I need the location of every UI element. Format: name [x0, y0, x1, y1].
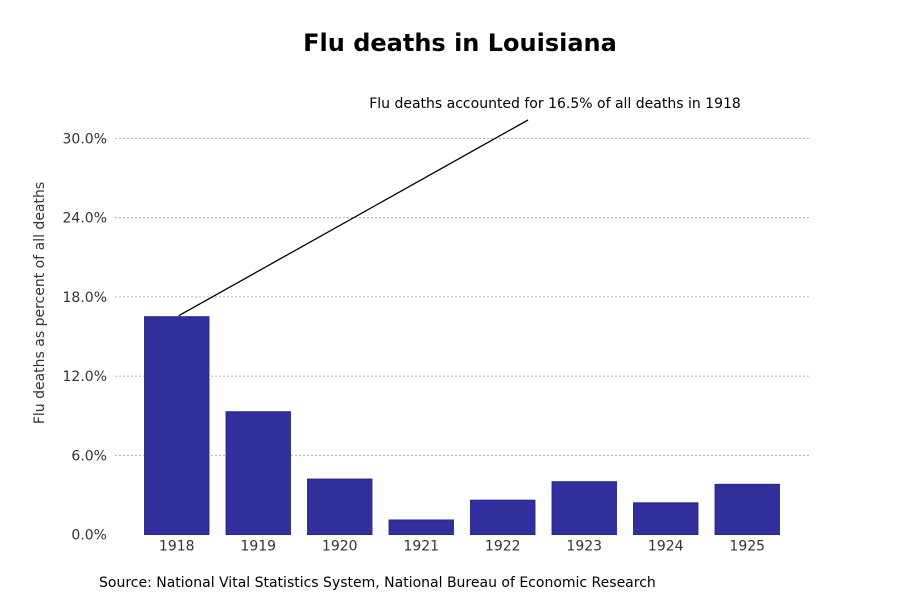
y-axis-label: Flu deaths as percent of all deaths	[32, 182, 48, 424]
annotation-arrow	[178, 119, 529, 317]
x-tick-label: 1923	[566, 539, 602, 555]
bar-1922	[470, 499, 536, 535]
chart-title: Flu deaths in Louisiana	[303, 29, 617, 57]
x-tick-label: 1924	[648, 539, 684, 555]
x-tick-label: 1922	[485, 539, 521, 555]
x-tick-label: 1920	[322, 539, 358, 555]
bar-1924	[633, 502, 699, 536]
y-tick-label: 6.0%	[71, 448, 107, 464]
annotation-text: Flu deaths accounted for 16.5% of all de…	[369, 96, 741, 112]
x-axis-ticks: 1918 1919 1920 1921 1922 1923 1924 1925	[159, 539, 765, 555]
x-tick-label: 1921	[403, 539, 439, 555]
gridlines	[115, 138, 809, 456]
x-tick-label: 1919	[240, 539, 276, 555]
y-tick-label: 0.0%	[71, 528, 107, 544]
bar-1921	[388, 519, 454, 535]
bar-1923	[551, 481, 617, 536]
bar-1918	[144, 316, 210, 536]
y-tick-label: 24.0%	[63, 211, 107, 227]
y-tick-label: 30.0%	[63, 132, 107, 148]
bars	[144, 316, 780, 536]
source-note: Source: National Vital Statistics System…	[99, 575, 656, 591]
y-axis-ticks: 0.0% 6.0% 12.0% 18.0% 24.0% 30.0%	[63, 132, 107, 544]
bar-1925	[714, 483, 780, 535]
y-tick-label: 12.0%	[63, 369, 107, 385]
x-tick-label: 1918	[159, 539, 195, 555]
bar-1920	[307, 478, 373, 535]
x-tick-label: 1925	[729, 539, 765, 555]
y-tick-label: 18.0%	[63, 290, 107, 306]
bar-1919	[225, 411, 291, 535]
